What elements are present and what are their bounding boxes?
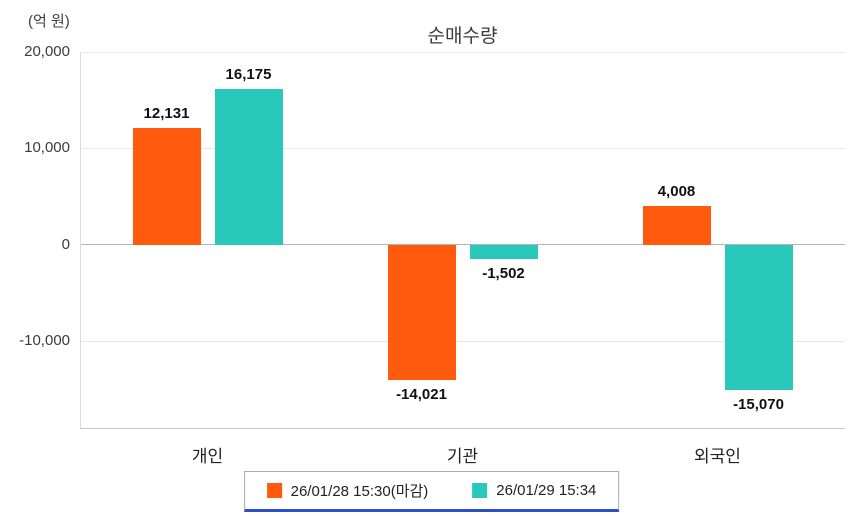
legend-item-series1: 26/01/28 15:30(마감) [266, 480, 429, 501]
category-label: 개인 [191, 447, 224, 466]
bar-외국인-series1 [642, 206, 711, 245]
bar-value-label: 4,008 [657, 183, 696, 201]
chart-title: 순매수량 [427, 26, 498, 47]
y-tick-label: -10,000 [19, 332, 70, 350]
gridline [80, 147, 845, 149]
bar-value-label: 16,175 [225, 65, 272, 83]
x-axis-line [80, 428, 845, 429]
legend-swatch-series2-icon [472, 483, 488, 498]
bar-개인-series2 [214, 88, 283, 245]
bar-value-label: -15,070 [733, 396, 784, 414]
category-label: 기관 [446, 447, 479, 466]
y-axis-unit-label: (억 원) [28, 13, 70, 30]
bar-개인-series1 [132, 127, 201, 245]
gridline [80, 51, 845, 53]
bar-외국인-series2 [724, 244, 793, 391]
legend-label: 26/01/29 15:34 [496, 482, 597, 499]
legend: 26/01/28 15:30(마감) 26/01/29 15:34 [243, 471, 620, 512]
bar-기관-series2 [469, 244, 538, 260]
legend-label: 26/01/28 15:30(마감) [290, 483, 429, 500]
y-tick-label: 20,000 [24, 43, 70, 60]
zero-line [80, 244, 845, 246]
bar-value-label: 12,131 [143, 104, 190, 122]
gridline [80, 340, 845, 342]
y-axis-line [80, 52, 81, 428]
bar-value-label: -14,021 [396, 385, 447, 403]
bar-value-label: -1,502 [482, 265, 525, 283]
bar-기관-series1 [387, 244, 456, 380]
y-tick-label: 0 [61, 235, 70, 253]
y-tick-label: 10,000 [24, 139, 70, 157]
legend-item-series2: 26/01/29 15:34 [472, 482, 596, 499]
legend-swatch-series1-icon [266, 483, 282, 498]
category-label: 외국인 [694, 447, 741, 466]
